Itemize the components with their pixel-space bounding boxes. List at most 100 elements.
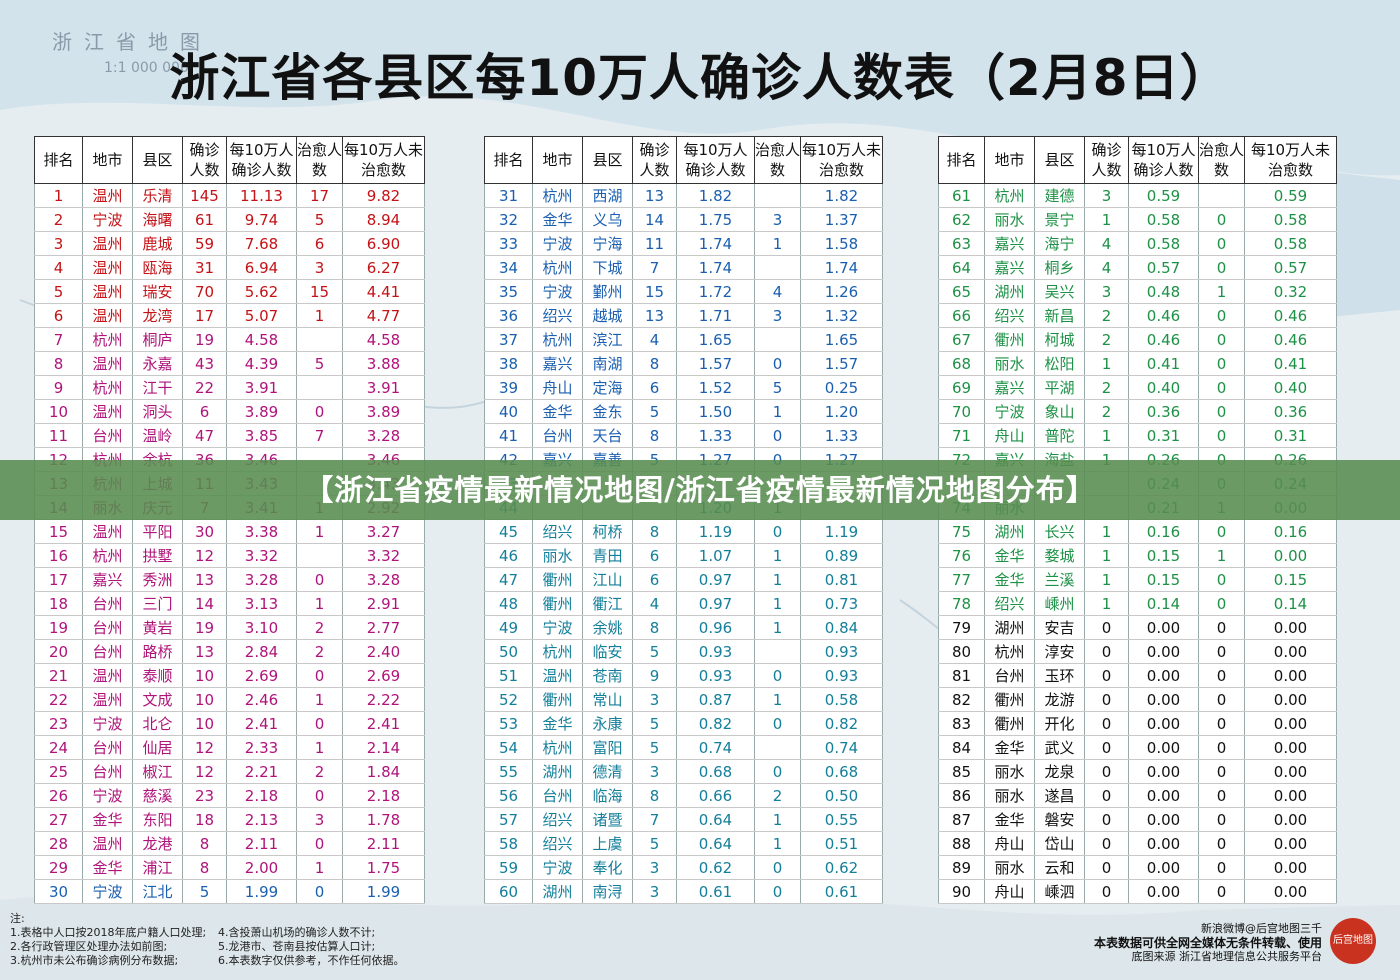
table-cell: 宁海 — [582, 231, 633, 256]
table-cell: 2.18 — [226, 783, 297, 808]
table-cell: 0 — [1198, 231, 1245, 256]
table-cell: 1.26 — [800, 279, 883, 304]
table-cell: 78 — [938, 591, 985, 616]
table-cell: 8 — [182, 831, 227, 856]
table-row: 65 湖州 吴兴 3 0.48 1 0.32 — [938, 279, 1337, 304]
table-cell: 31 — [484, 183, 533, 208]
column-header: 确诊人数 — [1084, 136, 1129, 184]
table-cell: 0.46 — [1128, 327, 1199, 352]
table-cell: 7.68 — [226, 231, 297, 256]
table-cell: 49 — [484, 615, 533, 640]
table-cell: 3 — [296, 807, 343, 832]
table-cell: 1 — [754, 615, 801, 640]
table-cell: 0 — [1198, 351, 1245, 376]
table-cell: 0.00 — [1244, 879, 1337, 904]
column-header: 排名 — [34, 136, 83, 184]
table-cell: 48 — [484, 591, 533, 616]
table-cell: 0 — [1084, 711, 1129, 736]
table-cell: 15 — [34, 519, 83, 544]
table-cell: 2 — [1084, 327, 1129, 352]
table-cell: 诸暨 — [582, 807, 633, 832]
table-cell: 绍兴 — [532, 831, 583, 856]
table-cell: 景宁 — [1034, 207, 1085, 232]
table-cell: 20 — [34, 639, 83, 664]
table-cell: 2.21 — [226, 759, 297, 784]
table-cell: 3.91 — [342, 375, 425, 400]
column-header: 地市 — [82, 136, 133, 184]
table-row: 83 衢州 开化 0 0.00 0 0.00 — [938, 711, 1337, 736]
table-cell: 6.90 — [342, 231, 425, 256]
table-cell: 3.89 — [226, 399, 297, 424]
table-cell: 16 — [34, 543, 83, 568]
table-row: 7 杭州 桐庐 19 4.58 4.58 — [34, 327, 425, 352]
table-row: 21 温州 泰顺 10 2.69 0 2.69 — [34, 663, 425, 688]
table-cell: 4.58 — [342, 327, 425, 352]
table-cell: 0 — [1084, 615, 1129, 640]
table-cell: 丽水 — [984, 351, 1035, 376]
table-row: 81 台州 玉环 0 0.00 0 0.00 — [938, 663, 1337, 688]
table-cell: 2.33 — [226, 735, 297, 760]
table-cell: 84 — [938, 735, 985, 760]
table-row: 66 绍兴 新昌 2 0.46 0 0.46 — [938, 303, 1337, 328]
table-cell: 0.89 — [800, 543, 883, 568]
table-row: 52 衢州 常山 3 0.87 1 0.58 — [484, 687, 883, 712]
table-cell: 金东 — [582, 399, 633, 424]
page-title: 浙江省各县区每10万人确诊人数表（2月8日） — [169, 49, 1231, 107]
table-cell: 2.46 — [226, 687, 297, 712]
table-row: 55 湖州 德清 3 0.68 0 0.68 — [484, 759, 883, 784]
table-cell: 41 — [484, 423, 533, 448]
table-cell: 衢州 — [984, 711, 1035, 736]
table-cell — [754, 255, 801, 280]
table-cell: 0.66 — [676, 783, 755, 808]
table-cell: 14 — [632, 207, 677, 232]
table-cell: 0.46 — [1244, 303, 1337, 328]
table-row: 6 温州 龙湾 17 5.07 1 4.77 — [34, 303, 425, 328]
table-cell: 5 — [34, 279, 83, 304]
table-cell: 1 — [754, 543, 801, 568]
table-cell: 1 — [754, 567, 801, 592]
notes: 注: 1.表格中人口按2018年底户籍人口处理; 2.各行政管理区处理办法如前图… — [10, 912, 206, 968]
table-cell: 60 — [484, 879, 533, 904]
table-cell: 温州 — [532, 663, 583, 688]
column-header: 每10万人确诊人数 — [676, 136, 755, 184]
table-cell: 1.99 — [226, 879, 297, 904]
table-cell: 0.59 — [1128, 183, 1199, 208]
table-cell: 17 — [296, 183, 343, 208]
table-cell: 0.00 — [1244, 615, 1337, 640]
weibo-credit: 新浪微博@后宫地图三千 — [1201, 922, 1322, 935]
table-row: 35 宁波 鄞州 15 1.72 4 1.26 — [484, 279, 883, 304]
table-cell: 1.74 — [800, 255, 883, 280]
table-row: 47 衢州 江山 6 0.97 1 0.81 — [484, 567, 883, 592]
table-cell: 1 — [1084, 543, 1129, 568]
table-row: 85 丽水 龙泉 0 0.00 0 0.00 — [938, 759, 1337, 784]
table-cell: 4.39 — [226, 351, 297, 376]
table-row: 45 绍兴 柯桥 8 1.19 0 1.19 — [484, 519, 883, 544]
table-cell: 1 — [1084, 423, 1129, 448]
table-cell: 68 — [938, 351, 985, 376]
table-cell: 0.40 — [1244, 375, 1337, 400]
table-cell: 0 — [1198, 639, 1245, 664]
table-cell: 岱山 — [1034, 831, 1085, 856]
table-cell: 1.71 — [676, 303, 755, 328]
table-cell — [1198, 183, 1245, 208]
table-cell: 0.00 — [1244, 759, 1337, 784]
table-cell: 1.50 — [676, 399, 755, 424]
table-cell: 56 — [484, 783, 533, 808]
table-cell: 59 — [484, 855, 533, 880]
table-cell: 0.93 — [800, 663, 883, 688]
table-cell: 58 — [484, 831, 533, 856]
table-cell: 0.82 — [800, 711, 883, 736]
table-cell: 0.00 — [1128, 759, 1199, 784]
table-cell: 5 — [296, 207, 343, 232]
seal-logo: 后宫地图 — [1330, 918, 1376, 964]
table-cell: 38 — [484, 351, 533, 376]
table-cell: 0 — [754, 759, 801, 784]
table-cell: 3.27 — [342, 519, 425, 544]
table-cell: 青田 — [582, 543, 633, 568]
table-cell: 4 — [34, 255, 83, 280]
column-header: 治愈人数 — [754, 136, 801, 184]
table-row: 49 宁波 余姚 8 0.96 1 0.84 — [484, 615, 883, 640]
table-cell: 13 — [632, 303, 677, 328]
column-header: 确诊人数 — [182, 136, 227, 184]
table-cell: 湖州 — [532, 879, 583, 904]
